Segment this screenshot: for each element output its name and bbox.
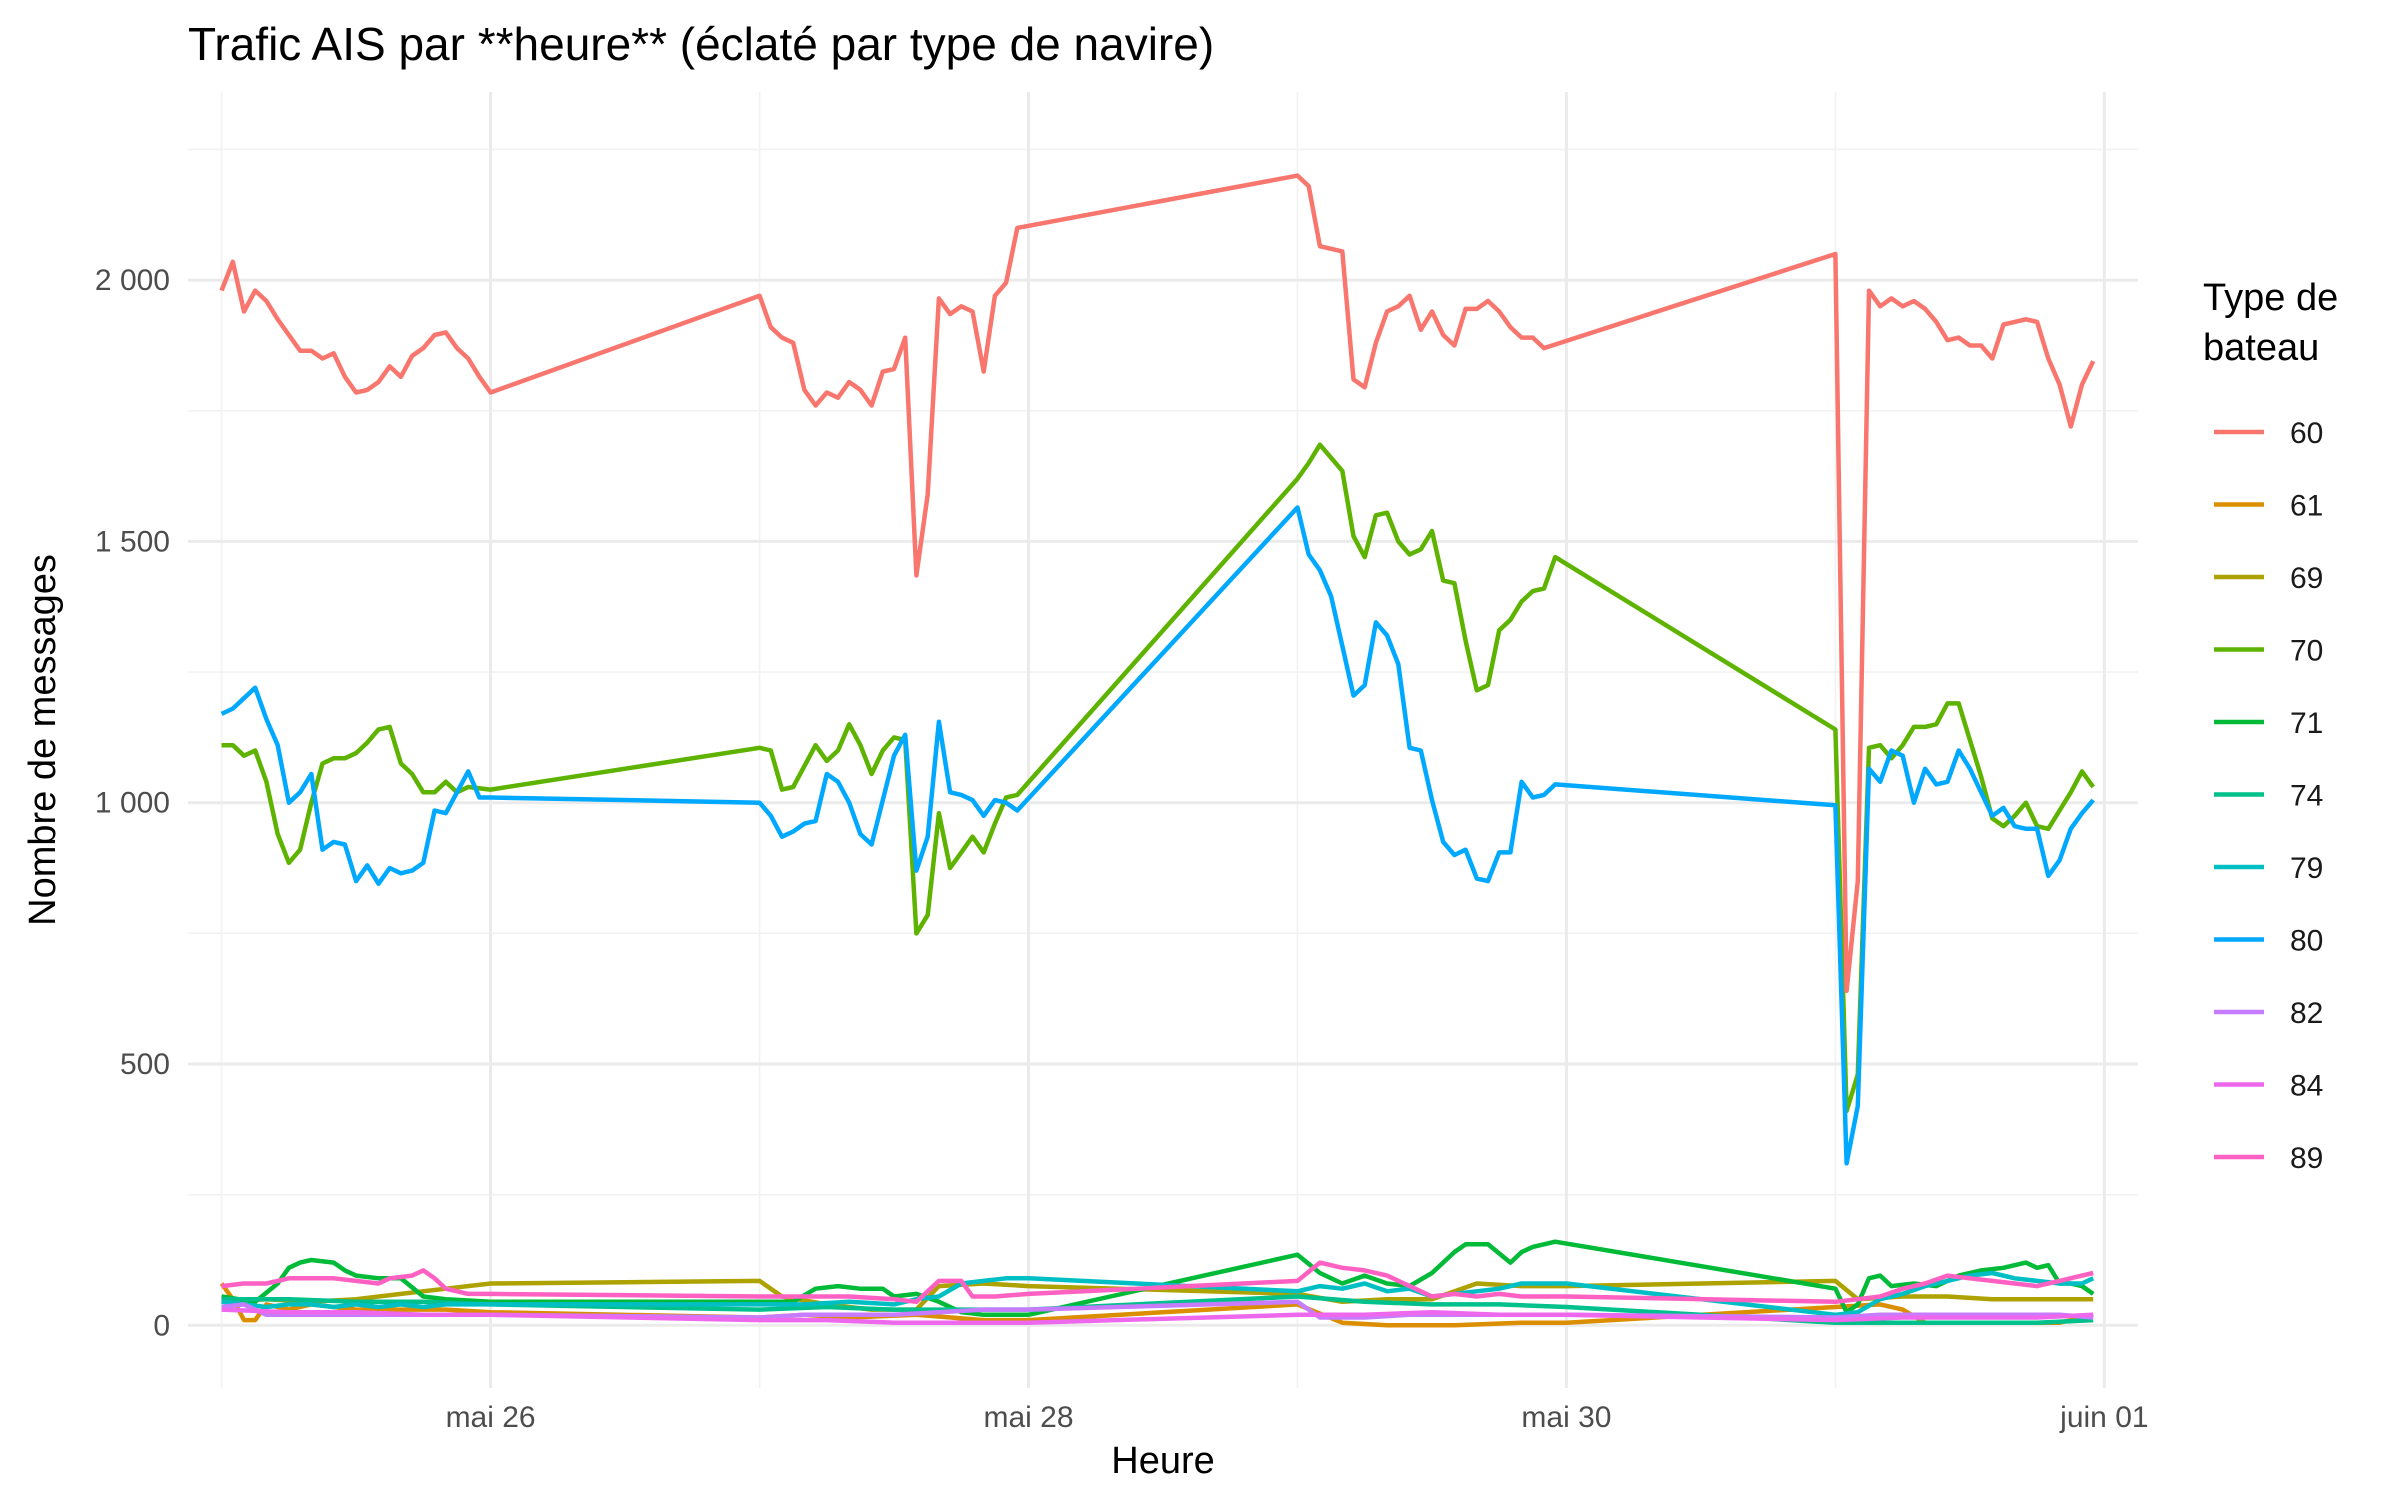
series-line-60 <box>219 173 2096 994</box>
legend-label-60: 60 <box>2290 417 2323 450</box>
legend-label-70: 70 <box>2290 635 2323 668</box>
legend-label-79: 79 <box>2290 852 2323 885</box>
series-line-70 <box>221 442 2096 1114</box>
legend-label-61: 61 <box>2290 490 2323 523</box>
y-axis-title: Nombre de messages <box>22 554 64 926</box>
x-tick-label: mai 26 <box>446 1401 536 1434</box>
y-axis-ticks: 0 500 1 000 1 500 2 000 <box>95 264 170 1342</box>
legend: Type de bateau 60 61 69 70 71 74 79 80 82 84 89 <box>2203 277 2338 1175</box>
series-line-84 <box>221 1307 2094 1325</box>
y-tick-label: 1 500 <box>95 525 170 558</box>
x-tick-label: mai 30 <box>1521 1401 1611 1434</box>
legend-label-71: 71 <box>2290 707 2323 740</box>
x-axis-ticks: mai 26 mai 28 mai 30 juin 01 <box>446 1401 2149 1434</box>
x-axis-title: Heure <box>1111 1440 1215 1482</box>
plot-grid <box>188 92 2138 1388</box>
legend-label-74: 74 <box>2290 780 2323 813</box>
x-tick-label: juin 01 <box>2059 1401 2148 1434</box>
legend-label-84: 84 <box>2290 1070 2323 1103</box>
legend-title-line-2: bateau <box>2203 327 2319 369</box>
y-tick-label: 0 <box>153 1309 170 1342</box>
legend-label-80: 80 <box>2290 925 2323 958</box>
series-line-74 <box>221 1294 2094 1325</box>
legend-title-line-1: Type de <box>2203 277 2338 319</box>
x-tick-label: mai 28 <box>983 1401 1073 1434</box>
legend-label-82: 82 <box>2290 997 2323 1030</box>
legend-label-89: 89 <box>2290 1142 2323 1175</box>
y-tick-label: 1 000 <box>95 787 170 820</box>
y-tick-label: 500 <box>120 1048 170 1081</box>
series-line-89 <box>221 1260 2094 1305</box>
series-line-79 <box>221 1270 2095 1318</box>
series-line-80 <box>220 505 2095 1166</box>
legend-label-69: 69 <box>2290 562 2323 595</box>
y-tick-label: 2 000 <box>95 264 170 297</box>
chart-title: Trafic AIS par **heure** (éclaté par typ… <box>188 18 1214 70</box>
series-lines <box>219 173 2096 1328</box>
